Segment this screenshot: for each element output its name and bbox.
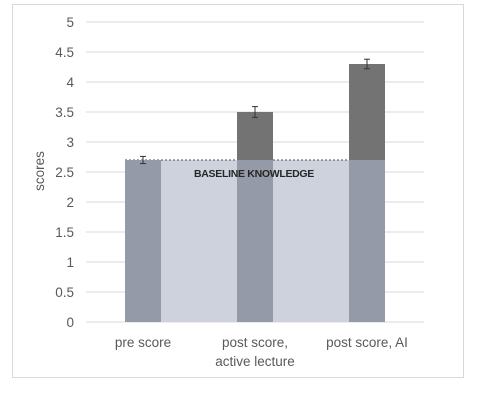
- x-category-label: post score,: [222, 335, 288, 350]
- y-tick-label: 4.5: [55, 45, 74, 60]
- y-tick-label: 5: [66, 15, 74, 30]
- bar-lower-segment: [237, 160, 273, 322]
- bar-lower-segment: [349, 160, 385, 322]
- baseline-knowledge-label: BASELINE KNOWLEDGE: [194, 168, 314, 180]
- x-category-label: active lecture: [215, 354, 295, 369]
- y-tick-label: 4: [66, 75, 74, 90]
- y-tick-labels: 0 0.5 1 1.5 2 2.5 3 3.5 4 4.5 5: [55, 15, 74, 330]
- y-axis-label: scores: [32, 151, 47, 191]
- bar-gain-segment: [349, 64, 385, 160]
- x-category-label: pre score: [115, 335, 171, 350]
- bar-gain-segment: [237, 112, 273, 160]
- y-tick-label: 1: [66, 255, 74, 270]
- y-tick-label: 1.5: [55, 225, 74, 240]
- y-tick-label: 2.5: [55, 165, 74, 180]
- y-tick-label: 3: [66, 135, 74, 150]
- bar-pre-score: [125, 160, 161, 322]
- x-category-label: post score, AI: [326, 335, 408, 350]
- y-tick-label: 0: [66, 315, 74, 330]
- x-category-labels: pre score post score, active lecture post s…: [115, 335, 408, 369]
- error-bars: [140, 58, 370, 165]
- bars: [125, 64, 385, 322]
- y-tick-label: 3.5: [55, 105, 74, 120]
- y-tick-label: 0.5: [55, 285, 74, 300]
- y-tick-label: 2: [66, 195, 74, 210]
